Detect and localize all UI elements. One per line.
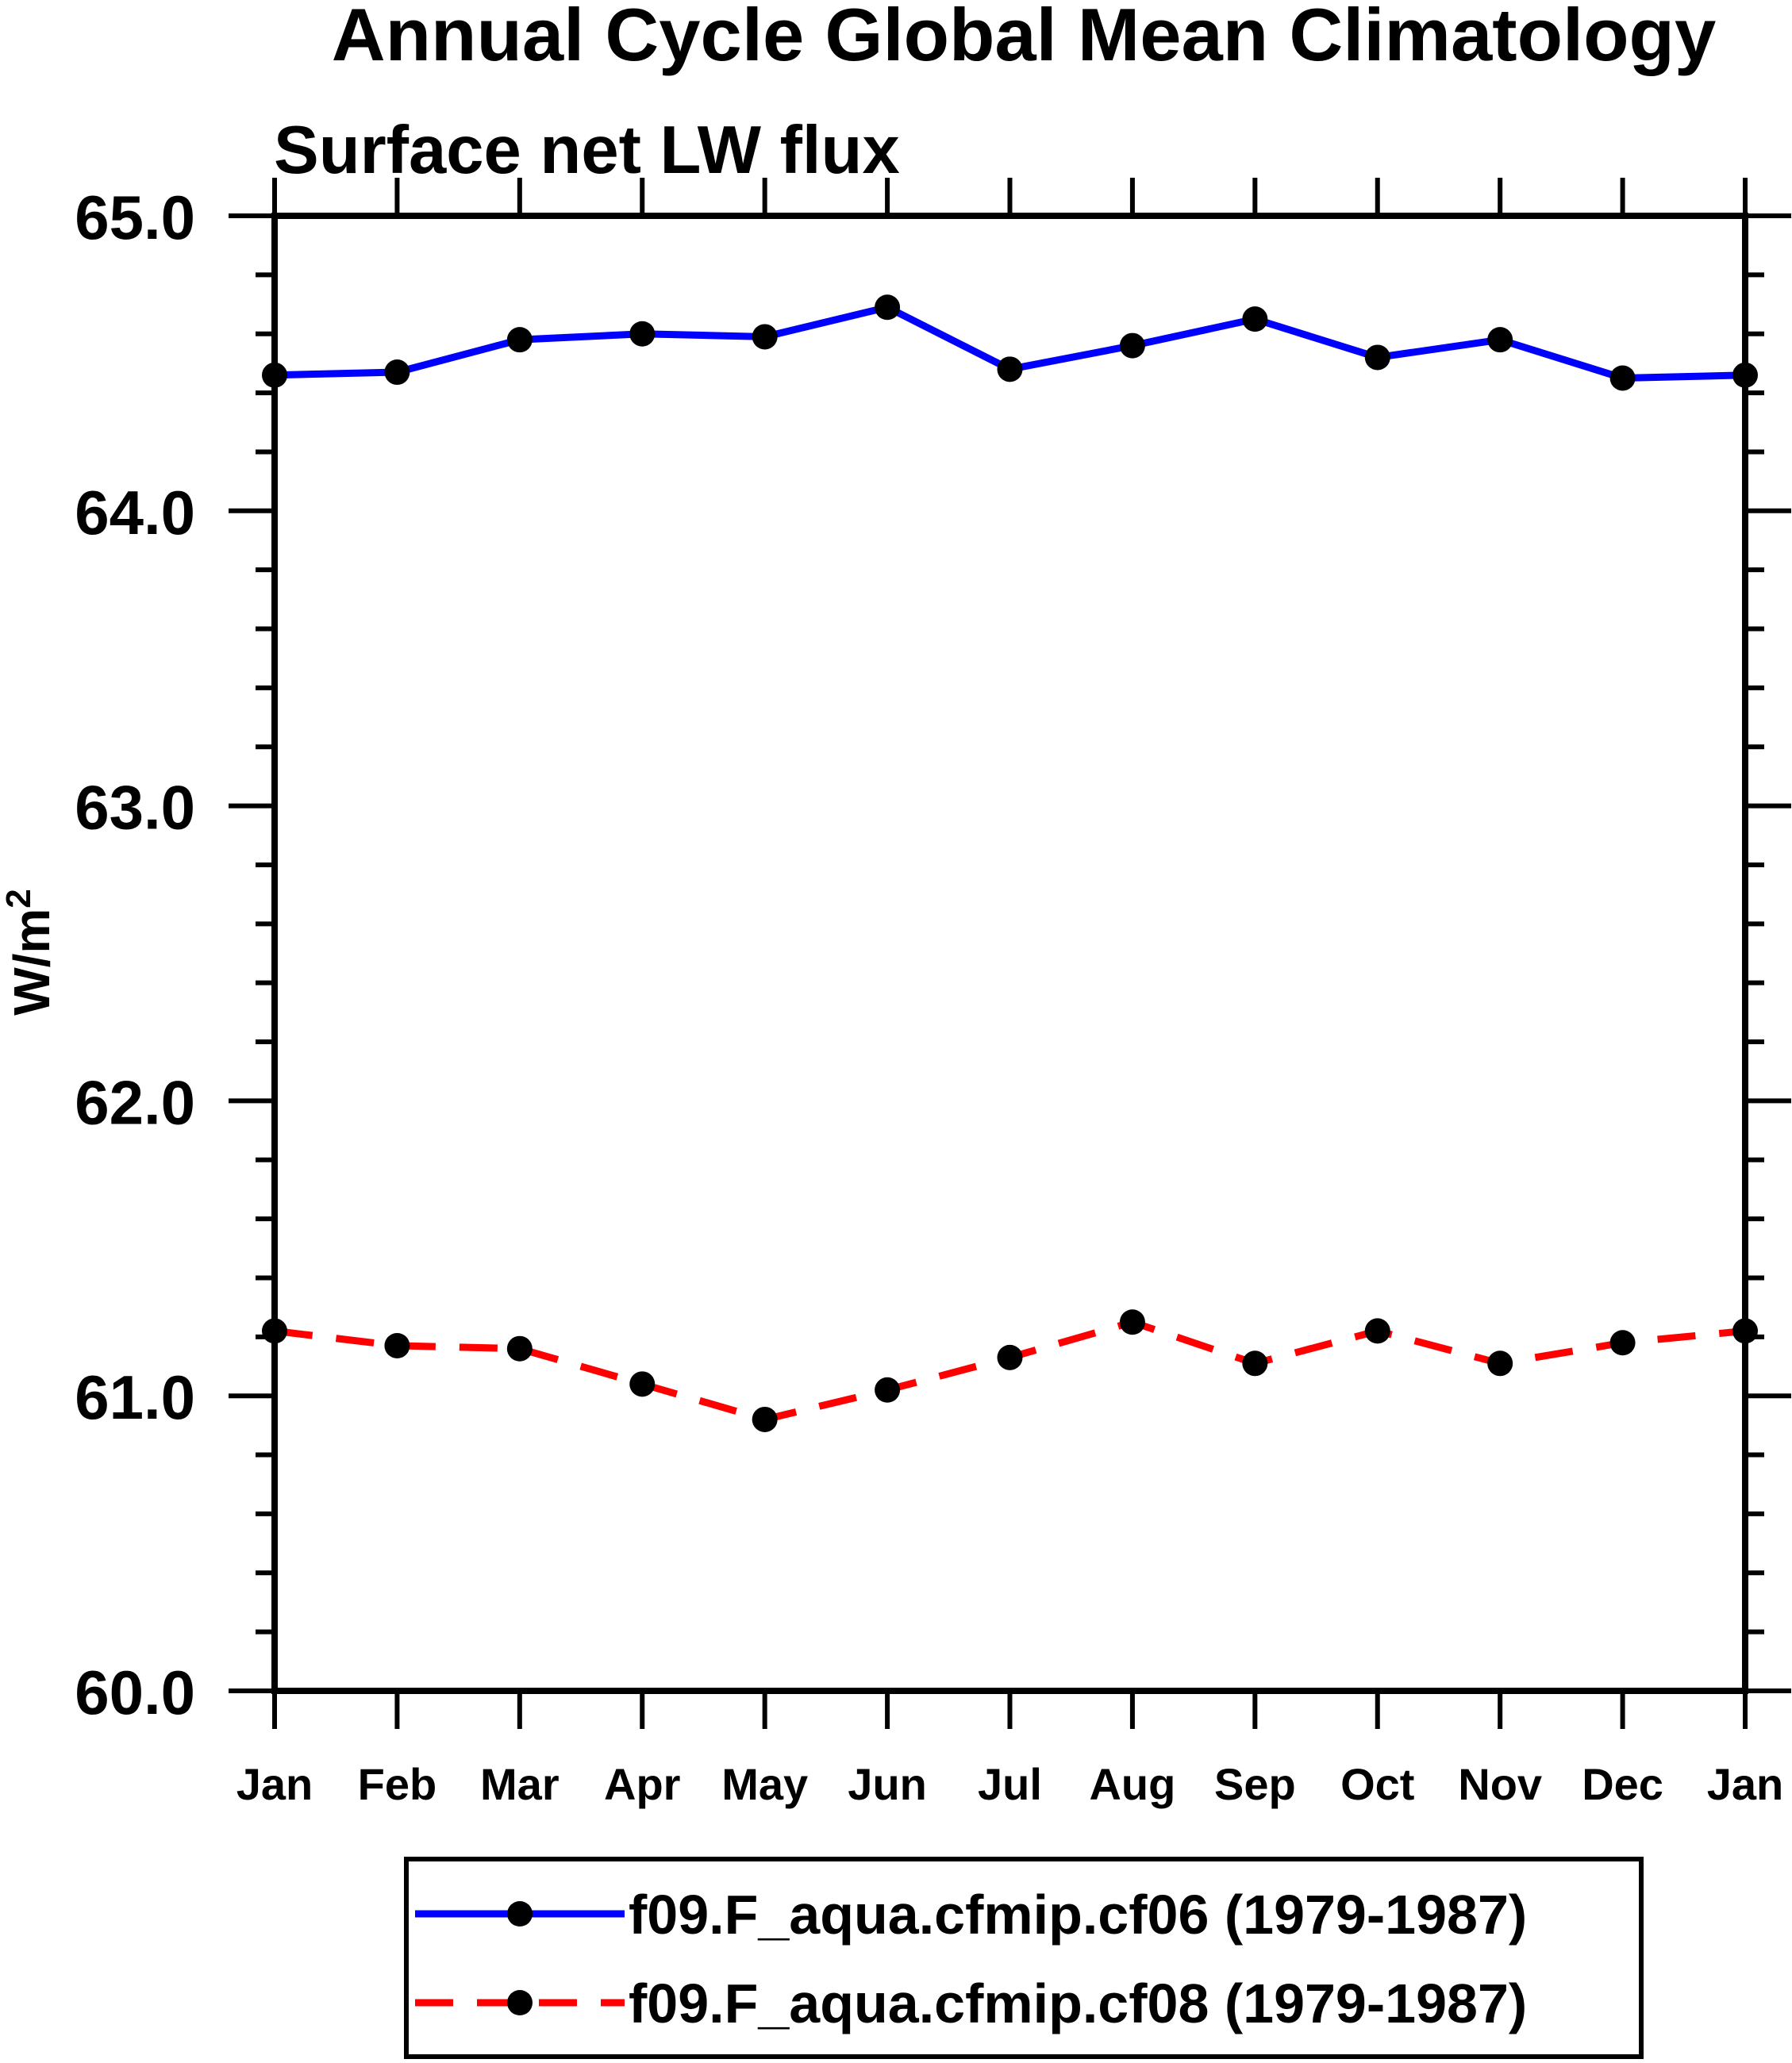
data-point-marker bbox=[506, 1335, 533, 1362]
legend: f09.F_aqua.cfmip.cf06 (1979-1987) f09.F_… bbox=[404, 1857, 1644, 2059]
chart-title: Annual Cycle Global Mean Climatology bbox=[332, 0, 1717, 76]
y-axis-label: W/m2 bbox=[0, 889, 60, 1016]
legend-box bbox=[404, 1857, 1644, 2059]
data-series bbox=[262, 294, 1758, 1432]
data-point-marker bbox=[1119, 1309, 1145, 1335]
y-tick-label: 63.0 bbox=[75, 773, 195, 843]
x-tick-label: Jan bbox=[1707, 1759, 1784, 1809]
x-tick-label: Mar bbox=[480, 1759, 560, 1809]
data-point-marker bbox=[1732, 1318, 1758, 1344]
y-tick-label: 60.0 bbox=[75, 1658, 195, 1727]
data-point-marker bbox=[1609, 365, 1636, 391]
data-point-marker bbox=[629, 321, 656, 347]
x-tick-label: Sep bbox=[1214, 1759, 1296, 1809]
data-point-marker bbox=[875, 1377, 901, 1403]
y-tick-label: 65.0 bbox=[75, 182, 195, 252]
data-point-marker bbox=[1487, 1350, 1513, 1377]
data-point-marker bbox=[997, 356, 1023, 382]
data-point-marker bbox=[1364, 1318, 1390, 1344]
data-point-marker bbox=[1242, 306, 1268, 332]
data-point-marker bbox=[384, 359, 410, 386]
data-point-marker bbox=[1609, 1330, 1636, 1356]
x-tick-label: Apr bbox=[604, 1759, 680, 1809]
data-point-marker bbox=[384, 1332, 410, 1358]
x-tick-label: Nov bbox=[1458, 1759, 1542, 1809]
data-point-marker bbox=[506, 327, 533, 353]
data-point-marker bbox=[752, 1406, 778, 1432]
x-tick-label: Feb bbox=[358, 1759, 437, 1809]
legend-item: f09.F_aqua.cfmip.cf06 (1979-1987) bbox=[415, 1884, 1527, 1946]
x-tick-label: Aug bbox=[1089, 1759, 1175, 1809]
y-tick-label: 64.0 bbox=[75, 478, 195, 547]
data-point-marker bbox=[752, 324, 778, 350]
x-tick-label: Dec bbox=[1582, 1759, 1663, 1809]
x-tick-label: Oct bbox=[1340, 1759, 1414, 1809]
data-point-marker bbox=[1364, 344, 1390, 371]
x-tick-label: Jun bbox=[848, 1759, 927, 1809]
x-tick-label: Jan bbox=[236, 1759, 313, 1809]
data-point-marker bbox=[1119, 332, 1145, 359]
data-point-marker bbox=[629, 1371, 656, 1397]
data-point-marker bbox=[1487, 327, 1513, 353]
y-tick-label: 61.0 bbox=[75, 1362, 195, 1432]
y-tick-label: 62.0 bbox=[75, 1067, 195, 1137]
legend-marker-icon bbox=[507, 1990, 533, 2015]
axis-ticks bbox=[229, 178, 1791, 1729]
plot-frame bbox=[271, 213, 1748, 1694]
data-point-marker bbox=[262, 1318, 287, 1344]
data-point-marker bbox=[875, 294, 901, 321]
legend-label: f09.F_aqua.cfmip.cf06 (1979-1987) bbox=[629, 1884, 1527, 1946]
chart-subtitle: Surface net LW flux bbox=[274, 113, 900, 188]
legend-label: f09.F_aqua.cfmip.cf08 (1979-1987) bbox=[629, 1973, 1527, 2034]
data-point-marker bbox=[997, 1344, 1023, 1370]
data-point-marker bbox=[1732, 362, 1758, 388]
x-tick-labels: Jan Feb Mar Apr May Jun Jul Aug Sep Oct Nov Dec Jan bbox=[236, 1759, 1784, 1809]
legend-marker-icon bbox=[507, 1901, 533, 1927]
data-point-marker bbox=[1242, 1350, 1268, 1377]
x-tick-label: Jul bbox=[978, 1759, 1042, 1809]
x-tick-label: May bbox=[721, 1759, 808, 1809]
legend-item: f09.F_aqua.cfmip.cf08 (1979-1987) bbox=[415, 1973, 1527, 2034]
data-point-marker bbox=[262, 362, 287, 388]
y-tick-labels: 60.0 61.0 62.0 63.0 64.0 65.0 bbox=[75, 182, 195, 1727]
series-line-dashed bbox=[274, 1318, 1746, 1423]
